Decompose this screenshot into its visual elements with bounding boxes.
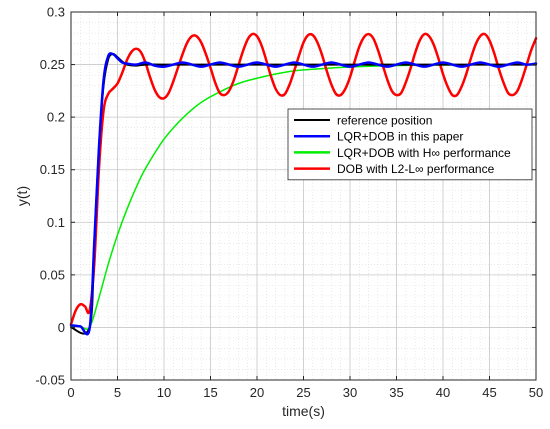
x-tick-label: 5	[114, 385, 121, 400]
legend-label-3: DOB with L2-L∞ performance	[337, 162, 495, 176]
x-tick-label: 10	[157, 385, 171, 400]
legend-label-1: LQR+DOB in this paper	[337, 130, 463, 144]
series-layer	[69, 32, 538, 336]
x-tick-label: 0	[67, 385, 74, 400]
x-tick-label: 15	[203, 385, 217, 400]
legend-label-0: reference position	[337, 114, 432, 128]
x-tick-label: 35	[389, 385, 403, 400]
y-tick-label: 0.2	[47, 110, 65, 125]
x-tick-label: 45	[482, 385, 496, 400]
legend-label-2: LQR+DOB with H∞ performance	[337, 146, 511, 160]
y-tick-label: 0	[58, 320, 65, 335]
y-tick-label: 0.15	[40, 162, 65, 177]
x-tick-label: 20	[250, 385, 264, 400]
y-tick-label: 0.05	[40, 267, 65, 282]
x-tick-label: 25	[296, 385, 310, 400]
x-tick-label: 40	[436, 385, 450, 400]
series-line-1	[69, 52, 538, 336]
y-tick-label: 0.1	[47, 215, 65, 230]
x-tick-label: 50	[529, 385, 543, 400]
x-tick-label: 30	[343, 385, 357, 400]
series-line-3	[69, 32, 538, 326]
y-tick-label: 0.3	[47, 5, 65, 20]
y-tick-label: -0.05	[35, 373, 65, 388]
y-axis-label: y(t)	[14, 186, 30, 206]
tick-labels: 0 5 10 15 20 25 30 35 40 45 50-0.0500.050.10.150.2…	[35, 5, 543, 401]
y-tick-label: 0.25	[40, 57, 65, 72]
legend: reference position LQR+DOB in this paper L…	[287, 108, 533, 181]
axis-ticks	[70, 11, 537, 381]
x-axis-label: time(s)	[282, 403, 325, 419]
